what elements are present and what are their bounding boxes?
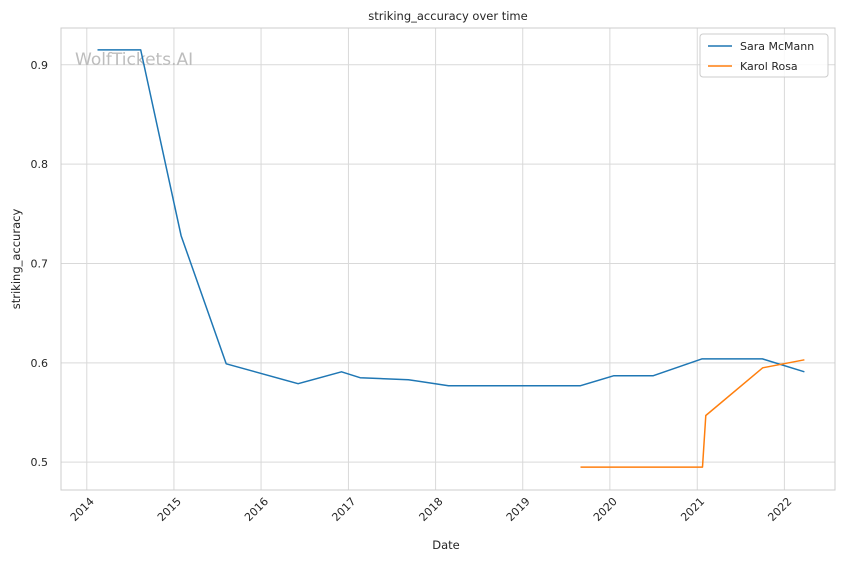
legend-label-sara-mcmann: Sara McMann — [740, 40, 814, 53]
y-tick-label: 0.6 — [31, 357, 49, 370]
series-line-karol-rosa — [580, 359, 805, 468]
chart-title: striking_accuracy over time — [368, 9, 527, 23]
x-tick-label: 2022 — [765, 495, 794, 524]
y-gridlines — [61, 64, 835, 463]
y-tick-label: 0.7 — [31, 257, 49, 270]
x-tick-label: 2018 — [417, 495, 446, 524]
plot-frame — [60, 27, 836, 491]
x-tick-label: 2016 — [242, 495, 271, 524]
x-gridlines — [86, 28, 785, 490]
y-tick-label: 0.8 — [31, 158, 49, 171]
x-tick-label: 2017 — [329, 495, 358, 524]
y-tick-labels: 0.5 0.6 0.7 0.8 0.9 — [31, 59, 49, 469]
x-tick-label: 2020 — [591, 495, 620, 524]
legend-label-karol-rosa: Karol Rosa — [740, 60, 798, 73]
x-tick-label: 2021 — [678, 495, 707, 524]
legend: Sara McMann Karol Rosa — [699, 33, 829, 78]
series-layer — [97, 49, 805, 468]
x-axis-label: Date — [432, 538, 460, 552]
y-tick-label: 0.9 — [31, 59, 49, 72]
y-tick-label: 0.5 — [31, 456, 49, 469]
series-line-sara-mcmann — [97, 49, 805, 387]
y-axis-label: striking_accuracy — [9, 209, 23, 310]
watermark-text: WolfTickets.AI — [75, 50, 193, 70]
x-tick-labels: 2014 2015 2016 2017 2018 2019 2020 2021 2022 — [68, 495, 795, 524]
x-tick-label: 2014 — [68, 495, 97, 524]
x-tick-label: 2015 — [155, 495, 184, 524]
x-tick-label: 2019 — [504, 495, 533, 524]
